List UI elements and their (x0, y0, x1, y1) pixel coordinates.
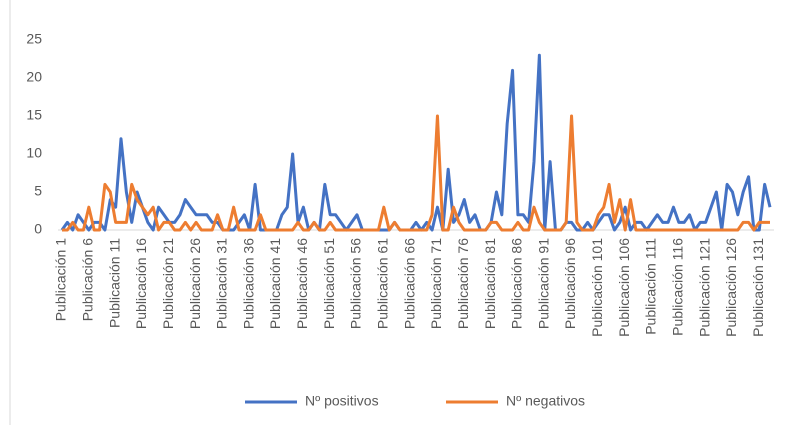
x-tick-label: Publicación 1 (53, 238, 69, 321)
x-tick-label: Publicación 76 (455, 238, 471, 329)
x-tick-label: Publicación 111 (643, 238, 659, 335)
x-tick-label: Publicación 101 (589, 238, 605, 337)
x-tick-label: Publicación 56 (348, 238, 364, 329)
series-line (62, 114, 770, 232)
x-tick-label: Publicación 11 (106, 238, 122, 328)
x-tick-label: Publicación 46 (294, 238, 310, 329)
legend-label: Nº negativos (506, 393, 585, 409)
x-tick-label: Publicación 91 (535, 238, 551, 329)
legend-label: Nº positivos (305, 393, 379, 409)
x-tick-label: Publicación 131 (750, 238, 766, 337)
y-tick-label: 0 (34, 221, 42, 237)
y-tick-label: 20 (26, 69, 42, 85)
x-tick-label: Publicación 86 (509, 238, 525, 329)
x-tick-label: Publicación 16 (133, 238, 149, 329)
x-tick-label: Publicación 81 (482, 238, 498, 329)
x-tick-label: Publicación 116 (670, 238, 686, 336)
x-tick-label: Publicación 121 (696, 238, 712, 337)
x-tick-label: Publicación 26 (187, 238, 203, 329)
y-tick-label: 25 (26, 31, 42, 47)
x-tick-label: Publicación 36 (240, 238, 256, 329)
y-tick-label: 5 (34, 183, 42, 199)
x-tick-label: Publicación 51 (321, 238, 337, 329)
x-tick-label: Publicación 31 (214, 238, 230, 329)
x-tick-label: Publicación 96 (562, 238, 578, 329)
x-tick-label: Publicación 6 (80, 238, 96, 321)
x-tick-label: Publicación 41 (267, 238, 283, 329)
y-tick-label: 10 (26, 145, 42, 161)
x-tick-label: Publicación 21 (160, 238, 176, 329)
x-tick-label: Publicación 61 (375, 238, 391, 329)
y-tick-label: 15 (26, 107, 42, 123)
series-line (60, 53, 772, 232)
x-tick-label: Publicación 126 (723, 238, 739, 337)
x-tick-label: Publicación 66 (401, 238, 417, 329)
x-tick-label: Publicación 106 (616, 238, 632, 337)
x-tick-label: Publicación 71 (428, 238, 444, 329)
